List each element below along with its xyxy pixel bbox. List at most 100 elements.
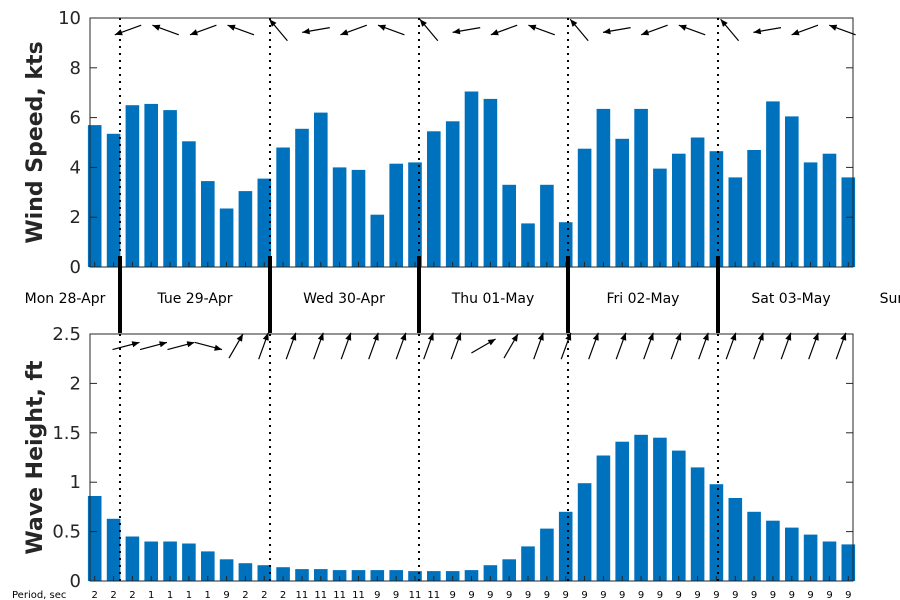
wind-speed-panel: 0 2 4 6 8 10 Wind Speed, kts bbox=[23, 8, 856, 278]
wave-direction-arrow bbox=[423, 332, 434, 360]
wind-bar bbox=[577, 148, 592, 267]
wind-bar bbox=[690, 137, 705, 267]
wind-bar bbox=[408, 162, 422, 267]
day-label: Thu 01-May bbox=[451, 291, 535, 307]
period-value: 9 bbox=[638, 590, 644, 600]
wave-direction-arrow bbox=[643, 332, 654, 360]
wave-direction-arrow bbox=[313, 332, 324, 360]
wind-bar bbox=[540, 184, 554, 267]
wave-bar bbox=[295, 569, 309, 581]
arrow-head bbox=[647, 332, 654, 341]
arrow-head bbox=[345, 332, 352, 341]
wave-bar bbox=[577, 483, 592, 581]
wind-bar bbox=[427, 131, 441, 267]
arrow-head bbox=[641, 29, 650, 36]
wind-direction-arrow bbox=[377, 24, 405, 36]
arrow-head bbox=[317, 332, 324, 341]
arrow-head bbox=[592, 332, 599, 341]
period-value: 9 bbox=[563, 590, 569, 600]
arrow-head bbox=[791, 29, 800, 36]
wind-ytick-label: 0 bbox=[70, 257, 81, 278]
wave-bar bbox=[125, 536, 140, 581]
arrow-head bbox=[753, 28, 762, 35]
arrow-head bbox=[757, 332, 764, 341]
arrow-head bbox=[565, 332, 572, 341]
wave-direction-arrow bbox=[228, 333, 244, 359]
arrow-head bbox=[131, 341, 140, 348]
wind-direction-arrow bbox=[602, 27, 631, 35]
wave-ytick-label: 1.5 bbox=[52, 423, 81, 444]
period-value: 11 bbox=[333, 590, 346, 600]
wave-direction-arrow bbox=[285, 332, 297, 360]
arrow-head bbox=[419, 19, 427, 27]
period-value: 2 bbox=[242, 590, 248, 600]
wave-bar bbox=[483, 565, 498, 581]
wind-bar bbox=[634, 108, 648, 268]
arrow-head bbox=[372, 332, 379, 341]
arrow-head bbox=[400, 332, 407, 341]
period-value: 1 bbox=[167, 590, 173, 600]
wind-bar bbox=[615, 138, 629, 267]
wave-direction-arrow bbox=[560, 332, 572, 360]
period-value: 9 bbox=[657, 590, 663, 600]
wind-bar bbox=[445, 121, 460, 267]
period-value: 2 bbox=[129, 590, 135, 600]
wind-bar bbox=[351, 169, 366, 267]
wind-bar bbox=[822, 153, 837, 267]
wind-ytick-label: 6 bbox=[70, 108, 81, 129]
wave-bar bbox=[276, 567, 290, 581]
wind-bar bbox=[276, 147, 290, 267]
wave-direction-arrow bbox=[615, 332, 627, 360]
wave-bar bbox=[257, 565, 272, 581]
wind-bar bbox=[182, 141, 196, 267]
wind-direction-arrow bbox=[227, 24, 255, 36]
wave-bar bbox=[634, 434, 648, 581]
arrow-head bbox=[455, 332, 462, 341]
wave-direction-arrow bbox=[835, 332, 847, 360]
wind-bar bbox=[803, 162, 818, 267]
period-value: 9 bbox=[600, 590, 606, 600]
arrow-head bbox=[378, 24, 386, 31]
wind-bar bbox=[596, 108, 611, 268]
arrow-head bbox=[785, 332, 792, 341]
period-value: 2 bbox=[92, 590, 98, 600]
period-value: 9 bbox=[223, 590, 229, 600]
wave-direction-arrow bbox=[112, 341, 140, 351]
arrow-head bbox=[236, 333, 243, 342]
wave-bar bbox=[351, 570, 366, 581]
wave-ytick-label: 2 bbox=[70, 373, 81, 394]
wind-direction-arrow bbox=[152, 24, 180, 36]
period-value: 9 bbox=[713, 590, 719, 600]
wind-direction-arrow bbox=[189, 24, 217, 36]
wave-bar bbox=[238, 563, 253, 581]
arrow-head bbox=[159, 341, 167, 348]
wave-bar bbox=[690, 467, 705, 581]
wave-bar bbox=[672, 450, 686, 581]
wind-bar bbox=[314, 112, 328, 267]
period-value: 9 bbox=[770, 590, 776, 600]
arrow-head bbox=[262, 332, 269, 341]
period-value: 9 bbox=[694, 590, 700, 600]
period-value: 9 bbox=[506, 590, 512, 600]
wave-bar bbox=[841, 544, 856, 581]
wind-bar bbox=[502, 184, 516, 267]
wind-direction-arrow bbox=[268, 18, 288, 42]
wave-direction-arrow bbox=[533, 332, 544, 360]
wind-bar bbox=[106, 133, 121, 267]
wave-direction-arrow bbox=[194, 341, 223, 351]
wind-ytick-label: 10 bbox=[58, 8, 81, 29]
wind-direction-arrow bbox=[828, 24, 856, 36]
arrow-head bbox=[620, 332, 627, 341]
wave-ytick-label: 0.5 bbox=[52, 522, 81, 543]
wave-direction-arrow bbox=[698, 332, 709, 360]
arrow-head bbox=[269, 19, 277, 27]
wind-bar bbox=[483, 98, 498, 268]
wind-y-axis-title: Wind Speed, kts bbox=[23, 41, 48, 243]
wave-bar bbox=[803, 534, 818, 581]
wave-bar bbox=[182, 543, 196, 581]
arrow-head bbox=[570, 19, 578, 27]
wind-bar bbox=[464, 91, 479, 267]
arrow-head bbox=[528, 24, 537, 31]
arrow-head bbox=[114, 29, 123, 36]
period-value: 9 bbox=[487, 590, 493, 600]
